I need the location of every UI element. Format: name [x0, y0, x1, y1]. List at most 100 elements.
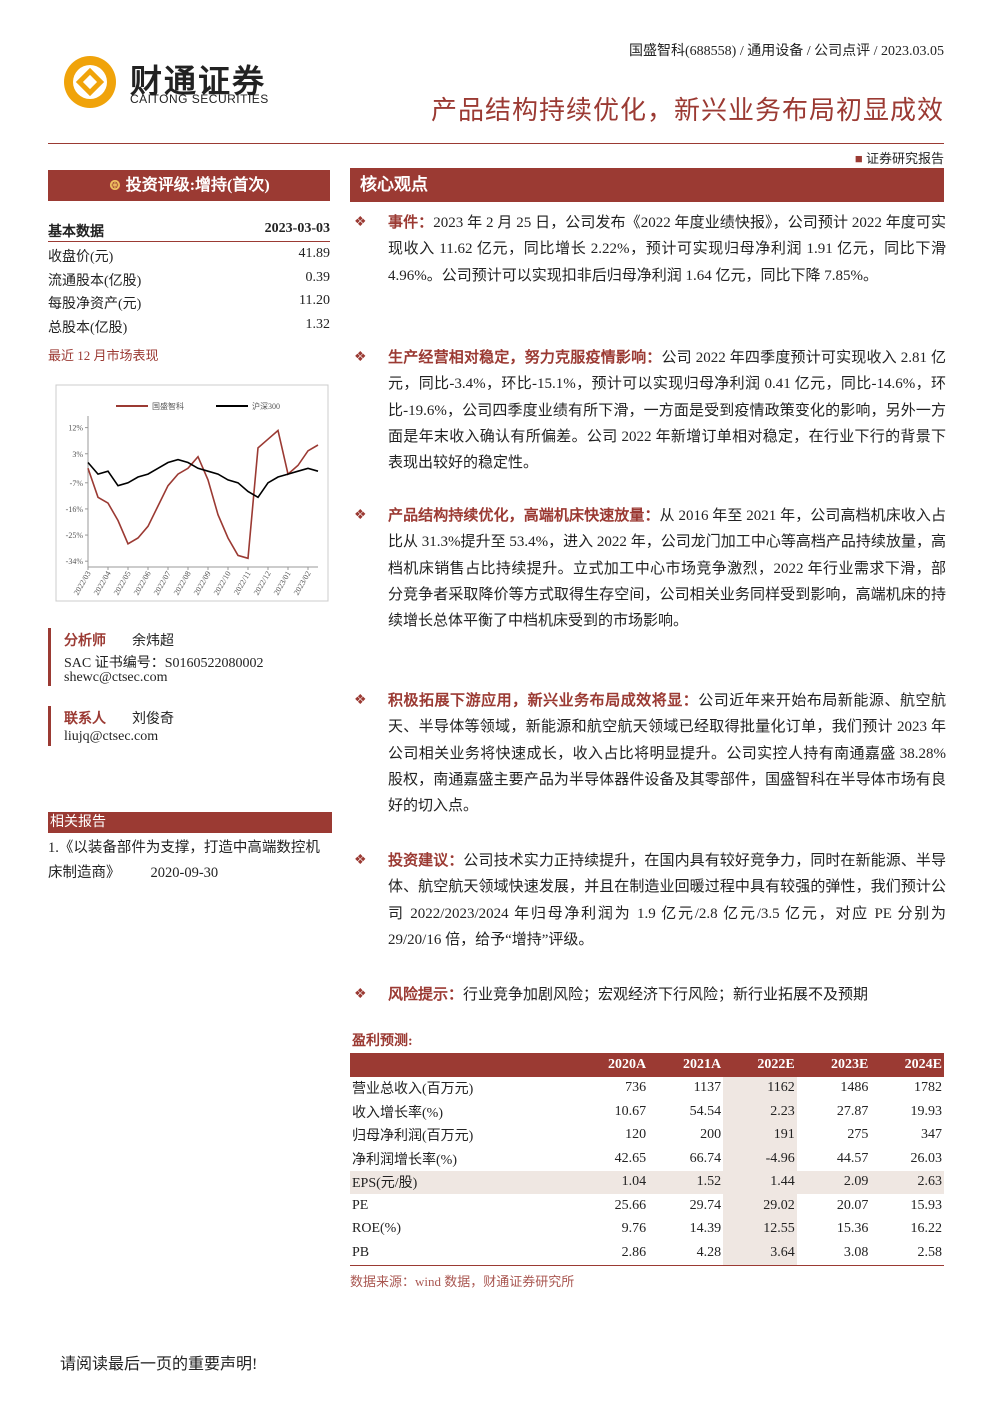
- x-tick-label: 2022/05: [112, 570, 133, 597]
- header-cell: [350, 1053, 574, 1077]
- analyst: 分析师 余炜超: [64, 630, 174, 650]
- y-tick-label: -7%: [70, 479, 84, 488]
- cell: 200: [700, 1127, 722, 1143]
- analyst-email: shewc@ctsec.com: [64, 670, 168, 685]
- related-text: 1.《以装备部件为支撑，打造中高端数控机床制造商》: [48, 840, 320, 881]
- cell: 54.54: [689, 1103, 722, 1119]
- header-cell: 2022E: [723, 1053, 797, 1077]
- basic-row: 每股净资产(元) 11.20: [48, 293, 330, 313]
- x-tick-label: 2022/03: [72, 570, 93, 597]
- basic-value: 1.32: [305, 317, 331, 332]
- basic-value: 41.89: [298, 246, 331, 261]
- y-tick-label: 3%: [72, 450, 83, 459]
- cell: 347: [921, 1127, 942, 1143]
- footer: 请阅读最后一页的重要声明!: [60, 1356, 258, 1373]
- cell: 29.02: [723, 1194, 797, 1218]
- logo-en: CAITONG SECURITIES: [130, 92, 269, 106]
- cell: 25.66: [614, 1197, 647, 1213]
- side-rule: [48, 628, 51, 686]
- cell: 66.74: [689, 1150, 722, 1166]
- series-line: [87, 429, 319, 560]
- contact-name: 刘俊奇: [132, 712, 174, 727]
- related-date: 2020-09-30: [150, 865, 219, 881]
- row-label: 净利润增长率(%): [352, 1152, 457, 1168]
- cell: 2.86: [573, 1241, 649, 1266]
- cell: 191: [723, 1123, 797, 1147]
- core-section: 风险提示：行业竞争加剧风险；宏观经济下行风险；新行业拓展不及预期: [352, 982, 946, 1009]
- basic-title: 基本数据: [48, 225, 104, 240]
- row-label: PB: [350, 1241, 574, 1266]
- cell: 3.64: [723, 1241, 797, 1266]
- cell: 1486: [840, 1080, 869, 1096]
- cell: 19.93: [910, 1103, 943, 1119]
- header-cell: 2020A: [573, 1053, 649, 1077]
- basic-label: 收盘价(元): [48, 250, 114, 265]
- series-line: [87, 458, 319, 499]
- y-tick-label: -25%: [66, 531, 84, 540]
- analyst-label: 分析师: [64, 634, 106, 649]
- rating: 投资评级:增持(首次): [125, 177, 270, 194]
- cell: 9.76: [621, 1221, 647, 1237]
- forecast-source: 数据来源：wind 数据，财通证券研究所: [350, 1274, 575, 1289]
- cell: 2.58: [870, 1241, 944, 1266]
- table-row: PE 25.66 29.74 29.02 20.07 15.93: [350, 1194, 944, 1218]
- cell: 275: [847, 1127, 869, 1143]
- section-body: 从 2016 年至 2021 年，公司高档机床收入占比从 31.3%提升至 53…: [388, 508, 946, 630]
- x-tick-label: 2022/06: [132, 570, 153, 597]
- core-section: 生产经营相对稳定，努力克服疫情影响：公司 2022 年四季度预计可实现收入 2.…: [352, 345, 946, 476]
- core-section: 产品结构持续优化，高端机床快速放量：从 2016 年至 2021 年，公司高档机…: [352, 503, 946, 634]
- basic-date: 2023-03-03: [264, 221, 330, 236]
- section-body: 2023 年 2 月 25 日，公司发布《2022 年度业绩快报》，公司预计 2…: [388, 215, 946, 284]
- table-row: PB 2.86 4.28 3.64 3.08 2.58: [350, 1241, 944, 1266]
- section-heading: 风险提示：: [388, 987, 464, 1003]
- header-row: 2020A 2021A 2022E 2023E 2024E: [350, 1053, 944, 1077]
- cell: -4.96: [723, 1147, 797, 1171]
- rating-box: ⊛ 投资评级:增持(首次): [48, 170, 330, 201]
- analyst-name: 余炜超: [132, 634, 174, 649]
- x-tick-label: 2022/11: [232, 570, 253, 597]
- basic-row: 总股本(亿股) 1.32: [48, 317, 330, 337]
- table-row: ROE(%) 9.76 14.39 12.55 15.36 16.22: [350, 1217, 944, 1241]
- legend-label: 国盛智科: [152, 401, 184, 411]
- x-tick-label: 2022/07: [152, 570, 173, 597]
- section-heading: 投资建议：: [388, 853, 464, 869]
- cell: 20.07: [836, 1197, 869, 1213]
- y-tick-label: -34%: [66, 557, 84, 566]
- header-cell: 2024E: [870, 1053, 944, 1077]
- cell: 1.44: [723, 1170, 797, 1194]
- header-cell: 2023E: [796, 1053, 871, 1077]
- table-row: 归母净利润(百万元) 120 200 191 275 347: [350, 1123, 944, 1147]
- basic-header: 基本数据 2023-03-03: [48, 221, 330, 242]
- market-label: 最近 12 月市场表现: [48, 348, 159, 363]
- contact-email: liujq@ctsec.com: [64, 729, 159, 744]
- row-label: 营业总收入(百万元): [352, 1082, 474, 1098]
- row-label: ROE(%): [352, 1221, 401, 1237]
- cell: 2.23: [723, 1100, 797, 1124]
- basic-value: 0.39: [305, 270, 331, 285]
- header-rule: [48, 143, 944, 144]
- cell: 1137: [693, 1080, 722, 1096]
- cell: 26.03: [910, 1150, 943, 1166]
- cell: 15.93: [910, 1197, 943, 1213]
- cell: 736: [625, 1080, 647, 1096]
- cell: 3.08: [796, 1241, 871, 1266]
- section-body: 公司 2022 年四季度预计可实现收入 2.81 亿元，同比-3.4%，环比-1…: [388, 350, 946, 472]
- header-meta: 国盛智科(688558) / 通用设备 / 公司点评 / 2023.03.05: [629, 44, 944, 59]
- header-cell: 2021A: [648, 1053, 724, 1077]
- section-body: 行业竞争加剧风险；宏观经济下行风险；新行业拓展不及预期: [463, 987, 869, 1003]
- cell: 15.36: [836, 1221, 869, 1237]
- cell: 27.87: [836, 1103, 869, 1119]
- basic-label: 流通股本(亿股): [48, 274, 142, 289]
- contact-label: 联系人: [64, 712, 106, 727]
- cell: 42.65: [614, 1150, 647, 1166]
- x-tick-label: 2022/04: [92, 570, 113, 597]
- cell: 12.55: [723, 1217, 797, 1241]
- cell: 120: [625, 1127, 647, 1143]
- report-label-text: 证券研究报告: [865, 151, 944, 166]
- forecast-table: 2020A 2021A 2022E 2023E 2024E 营业总收入(百万元) 736 11…: [350, 1053, 944, 1266]
- cell: 2.63: [870, 1170, 944, 1194]
- table-row: 收入增长率(%) 10.67 54.54 2.23 27.87 19.93: [350, 1100, 944, 1124]
- table-row: EPS(元/股) 1.04 1.52 1.44 2.09 2.63: [350, 1170, 944, 1194]
- basic-row: 收盘价(元) 41.89: [48, 246, 330, 266]
- chart-frame: [55, 384, 329, 602]
